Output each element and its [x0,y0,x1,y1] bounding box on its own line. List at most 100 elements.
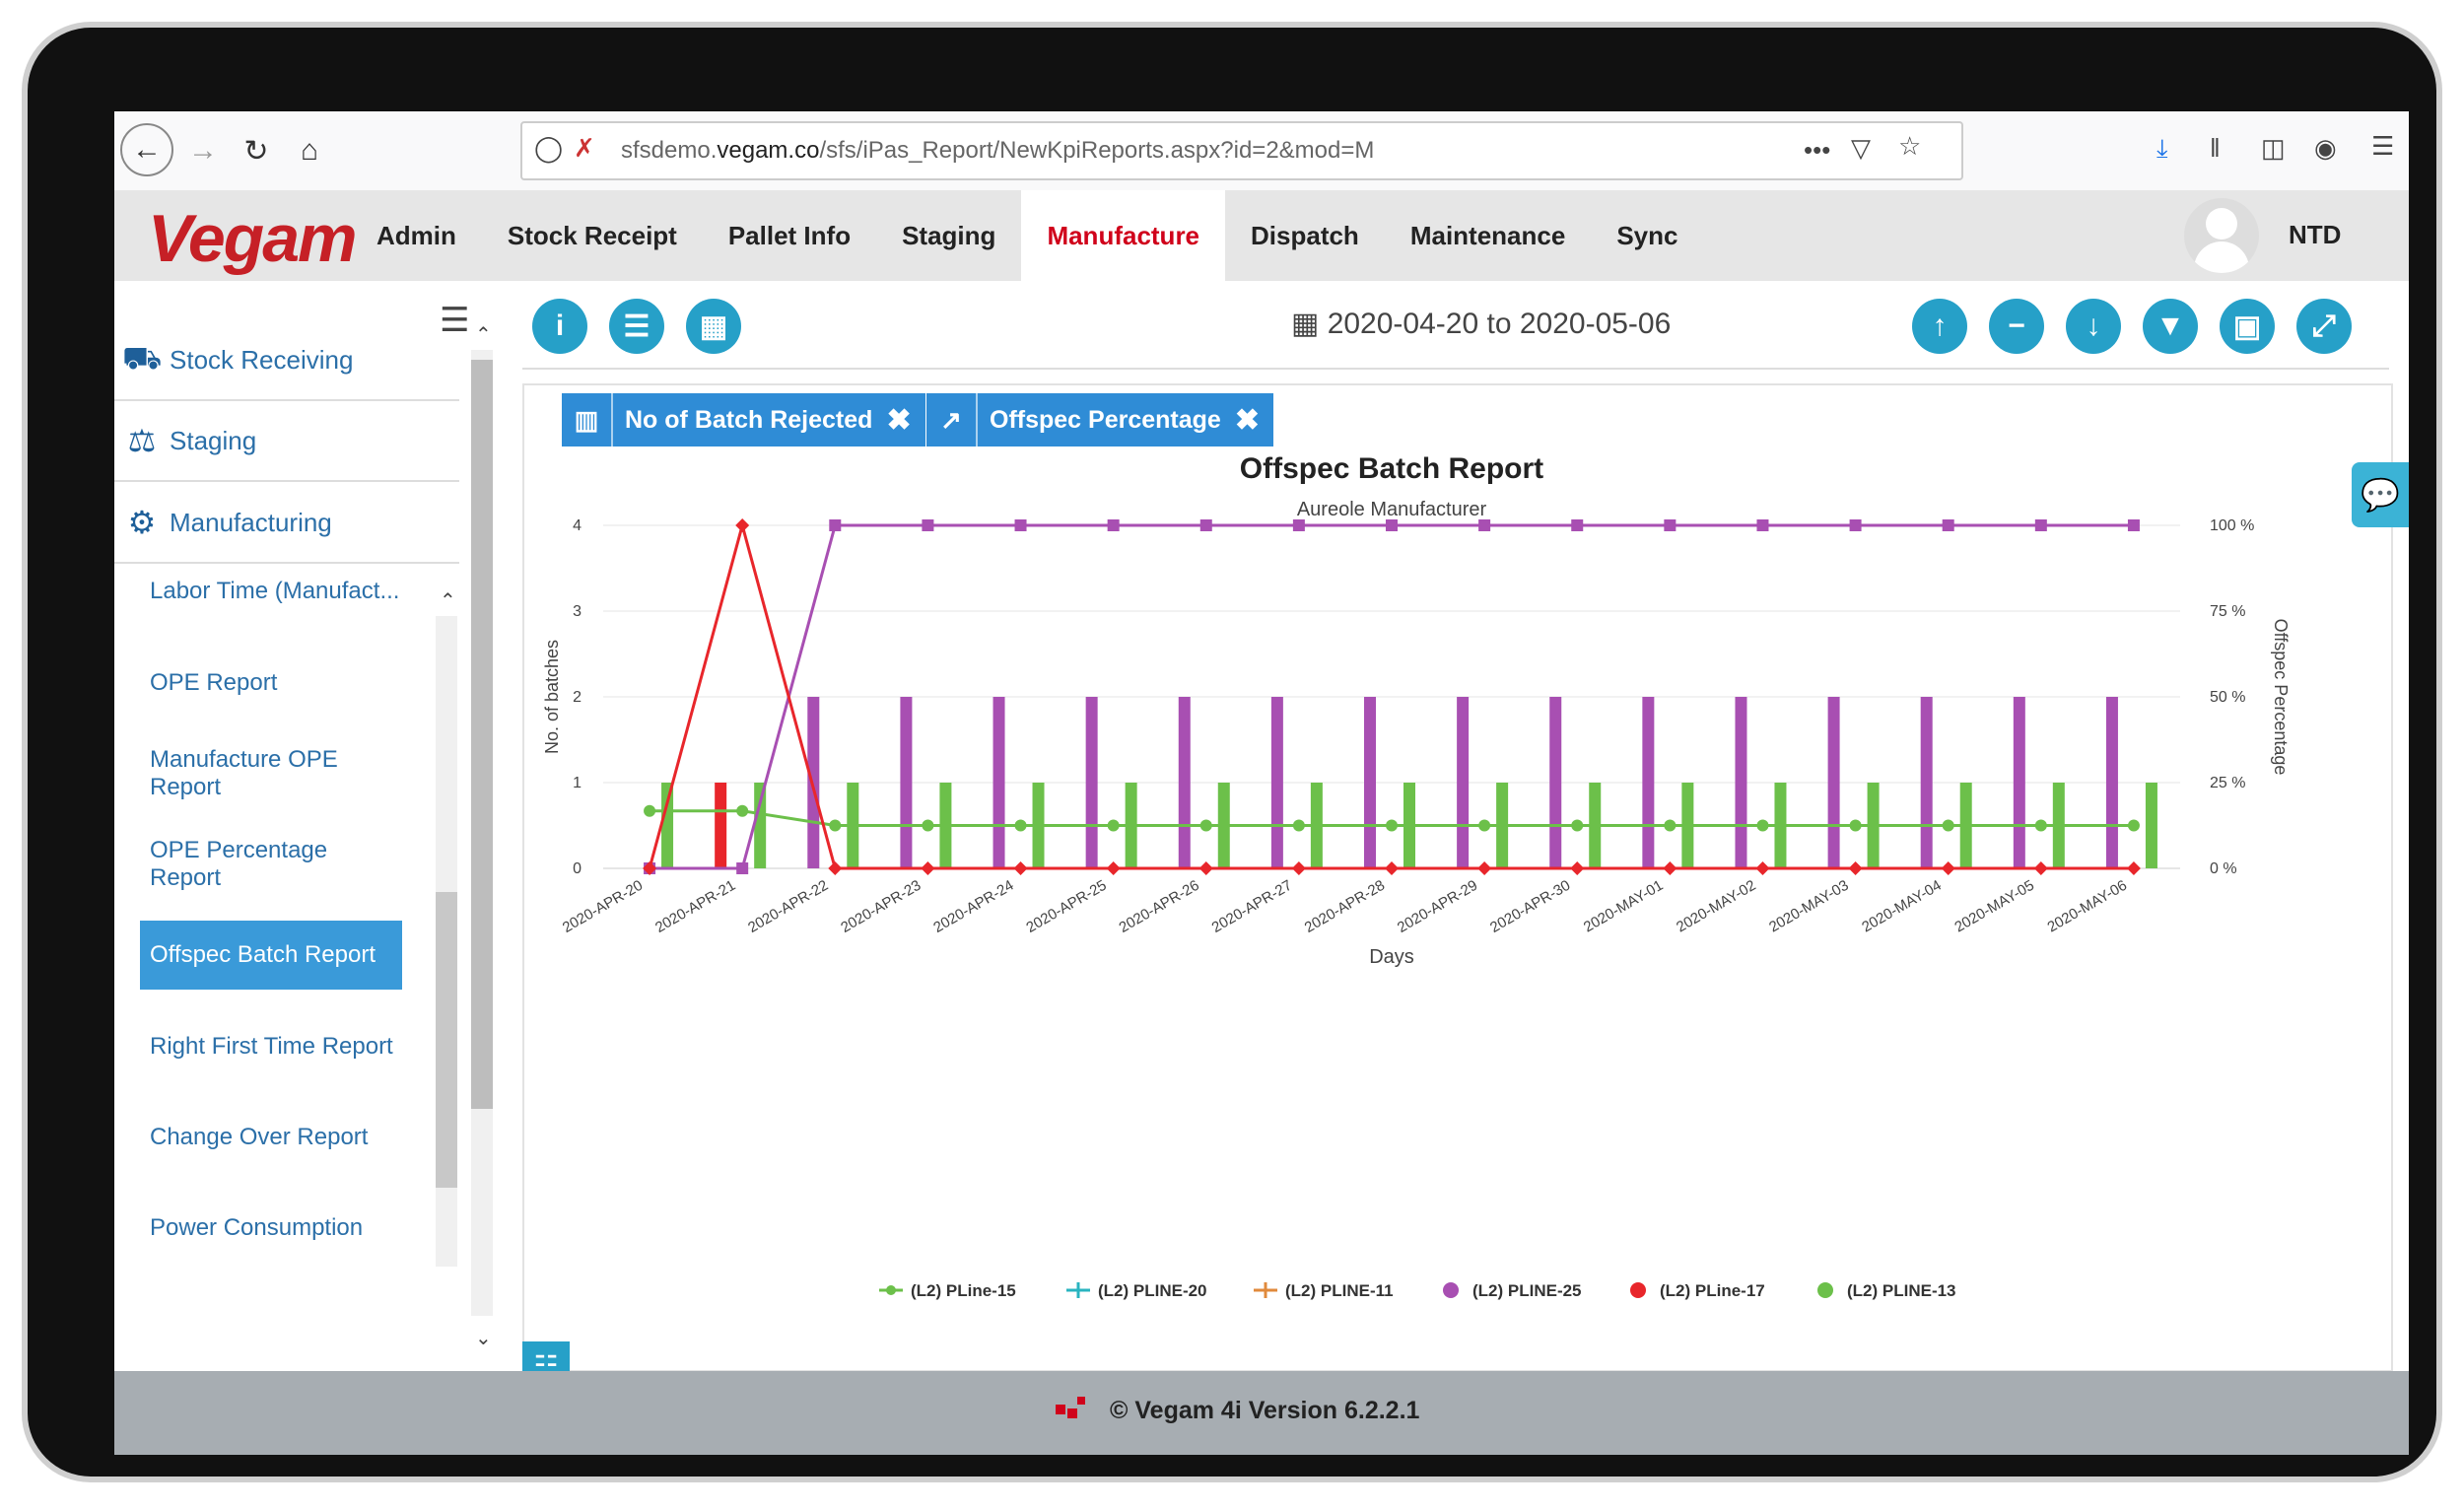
pocket-icon[interactable]: ▽ [1851,133,1871,163]
x-tick-label: 2020-APR-22 [745,877,831,936]
menu-pallet-info[interactable]: Pallet Info [727,220,852,250]
chat-button[interactable]: 💬 [2352,462,2409,527]
close-icon[interactable]: ✖ [1234,403,1260,437]
line-point [1570,861,1585,875]
calendar-icon: ▦ [1291,308,1328,340]
save-button[interactable]: ▣ [2220,299,2275,354]
line-point [1199,519,1212,531]
menu-manufacture[interactable]: Manufacture [1021,190,1226,281]
sidebar-item-labor-time[interactable]: Labor Time (Manufact... [150,578,400,604]
sidebar-item-power-consumption[interactable]: Power Consumption [150,1214,364,1241]
menu-staging[interactable]: Staging [902,220,996,250]
line-point [1198,861,1213,875]
more-icon[interactable]: ••• [1804,135,1831,165]
info-button[interactable]: i [532,299,587,354]
reload-icon: ↻ [243,134,269,168]
settings-button[interactable]: ☰ [609,299,664,354]
line-point [1571,519,1584,531]
tag-no-of-batch-rejected[interactable]: ▥ No of Batch Rejected ✖ [562,393,925,446]
line-point [1478,819,1491,832]
bar [1364,697,1376,868]
line-point [922,519,934,531]
avatar[interactable] [2184,198,2259,273]
back-button[interactable]: ← [120,123,173,176]
y-tick-label: 1 [573,775,582,791]
sidebar-item-manufacture-ope-report[interactable]: Manufacture OPE Report [150,746,338,800]
username[interactable]: NTD [2289,220,2342,249]
menu-sync[interactable]: Sync [1616,220,1678,250]
library-icon[interactable]: ‖ [2210,133,2221,163]
y-axis-label: No. of batches [542,640,562,754]
line-point [2127,519,2140,531]
line-point [922,819,934,832]
menu-maintenance[interactable]: Maintenance [1409,220,1566,250]
legend-label: (L2) PLINE-13 [1847,1281,1956,1300]
zoom-out-icon: − [2008,309,2025,342]
calendar-view-button[interactable]: ▦ [686,299,741,354]
line-point [1849,819,1862,832]
line-point [1848,861,1863,875]
upload-button[interactable]: ↑ [1912,299,1967,354]
legend-marker [1630,1282,1646,1298]
bar [715,783,727,868]
device-frame: ← → ↻ ⌂ ◯ ✗ sfsdemo.vegam.co/sfs/iPas_Re… [28,28,2436,1477]
x-tick-label: 2020-MAY-03 [1766,877,1851,936]
date-range[interactable]: ▦ 2020-04-20 to 2020-05-06 [1291,307,1671,341]
outer-scroll-thumb[interactable] [471,360,493,1109]
vegam-logo[interactable]: Vegam [148,201,357,276]
download-icon[interactable]: ⤓ [2156,133,2168,163]
sidebar-item-ope-percentage-report[interactable]: OPE Percentage Report [150,837,328,891]
outer-scrollbar[interactable] [471,350,493,1316]
url-bar[interactable]: ◯ ✗ sfsdemo.vegam.co/sfs/iPas_Report/New… [520,121,1963,180]
chevron-down-icon[interactable]: ⌄ [475,1328,492,1349]
y-tick-label: 0 [573,860,582,877]
chevron-up-icon[interactable]: ⌃ [440,590,456,612]
sidebar-item-offspec-batch-report[interactable]: Offspec Batch Report [140,921,402,990]
line-point [2033,861,2048,875]
filter-button[interactable]: ▼ [2143,299,2198,354]
sidebar-section-manufacturing[interactable]: ⚙ Manufacturing [114,483,459,564]
inner-scrollbar[interactable] [436,616,457,1267]
y2-tick-label: 25 % [2210,775,2245,791]
chat-icon: 💬 [2361,477,2400,513]
sidebar-item-right-first-time-report[interactable]: Right First Time Report [150,1033,393,1060]
reload-button[interactable]: ↻ [235,129,278,172]
close-icon[interactable]: ✖ [886,403,912,437]
home-button[interactable]: ⌂ [288,129,331,172]
zoom-out-button[interactable]: − [1989,299,2044,354]
date-range-text: 2020-04-20 to 2020-05-06 [1327,308,1672,340]
line-point [1107,519,1120,531]
download-button[interactable]: ↓ [2066,299,2121,354]
x-tick-label: 2020-APR-21 [652,877,738,936]
line-point [1942,819,1954,832]
account-icon[interactable]: ◉ [2314,133,2337,163]
sidebar-section-staging[interactable]: ⚖ Staging [114,401,459,482]
x-tick-label: 2020-MAY-01 [1581,877,1666,936]
bar [1642,697,1655,868]
line-point [829,819,842,832]
chart-panel: Offspec Batch Report Aureole Manufacturer… [522,446,2393,1372]
line-point [1477,861,1492,875]
expand-icon: ⤢ [2312,309,2336,342]
chevron-up-icon[interactable]: ⌃ [475,324,492,346]
bookmark-star-icon[interactable]: ☆ [1898,131,1922,161]
sidebar-icon[interactable]: ◫ [2261,133,2286,163]
expand-button[interactable]: ⤢ [2296,299,2352,354]
inner-scroll-thumb[interactable] [436,892,457,1188]
sidebar-item-ope-report[interactable]: OPE Report [150,669,278,696]
sidebar-section-stock-receiving[interactable]: ⛟ Stock Receiving [114,320,459,401]
footer-version: © Vegam 4i Version 6.2.2.1 [1110,1397,1420,1424]
menu-icon[interactable]: ☰ [2371,131,2395,161]
line-point [1385,861,1399,875]
tag-offspec-percentage[interactable]: ↗ Offspec Percentage ✖ [926,393,1273,446]
sidebar-item-change-over-report[interactable]: Change Over Report [150,1124,369,1150]
forward-button[interactable]: → [181,129,225,172]
collapse-sidebar-icon[interactable]: ☰ [440,302,470,339]
chart-title: Offspec Batch Report [1240,452,1543,485]
line-point [1386,819,1398,832]
chart-subtitle: Aureole Manufacturer [1297,499,1487,520]
menu-stock-receipt[interactable]: Stock Receipt [507,220,677,250]
menu-dispatch[interactable]: Dispatch [1251,220,1359,250]
menu-admin[interactable]: Admin [376,220,456,250]
legend-label: (L2) PLine-17 [1660,1281,1765,1300]
